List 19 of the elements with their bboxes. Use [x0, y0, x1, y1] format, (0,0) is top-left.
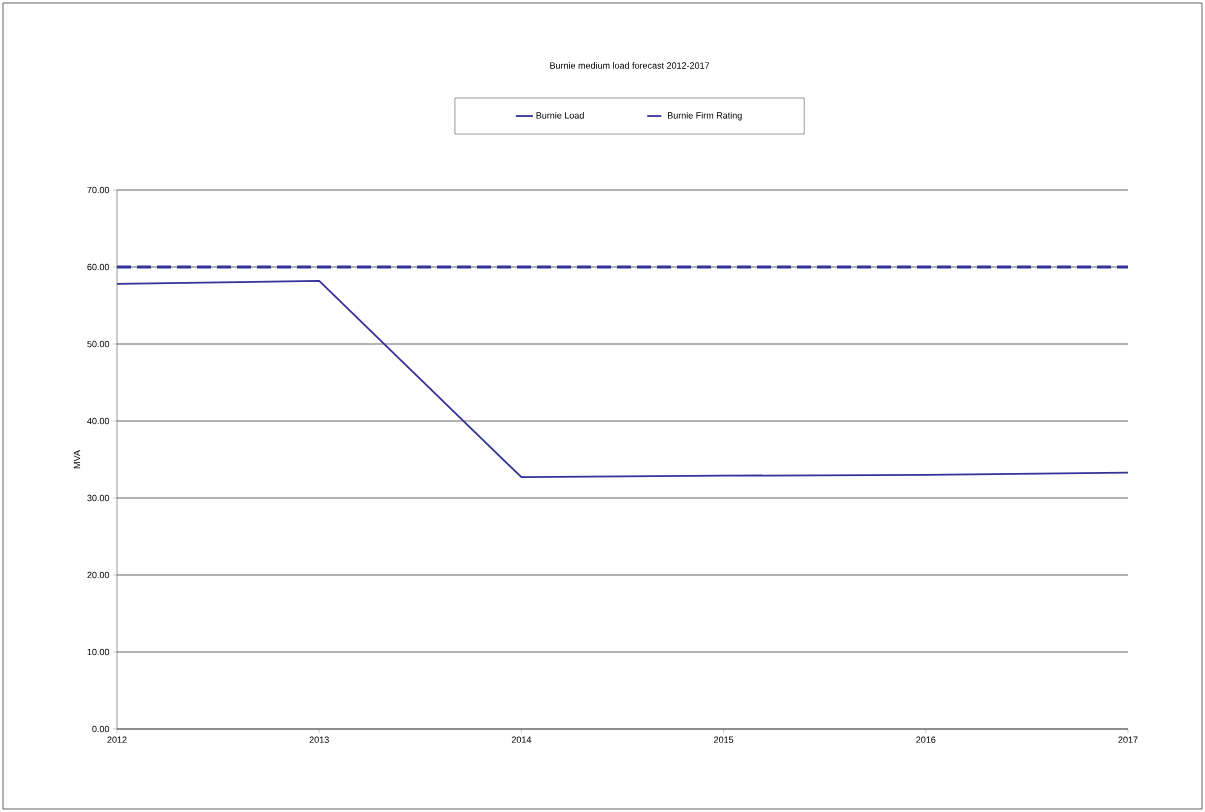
- x-tick-label: 2014: [511, 736, 532, 743]
- y-axis-title: MVA: [73, 450, 81, 469]
- y-tick-label: 40.00: [87, 417, 110, 425]
- y-tick-label: 30.00: [87, 494, 110, 502]
- x-tick-label: 2015: [714, 736, 734, 743]
- y-tick-label: 20.00: [87, 571, 110, 579]
- legend-label: Burnie Load: [536, 112, 584, 119]
- x-tick-label: 2013: [309, 736, 329, 743]
- x-tick-label: 2016: [916, 736, 936, 743]
- y-tick-label: 70.00: [87, 186, 110, 194]
- x-tick-label: 2017: [1118, 736, 1138, 743]
- legend-label: Burnie Firm Rating: [667, 112, 742, 121]
- line-series: [117, 279, 1129, 479]
- y-tick-label: 60.00: [87, 263, 110, 271]
- y-tick-label: 50.00: [87, 340, 110, 348]
- chart-title: Burnie medium load forecast 2012-2017: [550, 62, 710, 69]
- y-tick-label: 10.00: [87, 648, 110, 656]
- x-tick-label: 2012: [107, 736, 127, 743]
- y-tick-label: 0.00: [92, 725, 110, 733]
